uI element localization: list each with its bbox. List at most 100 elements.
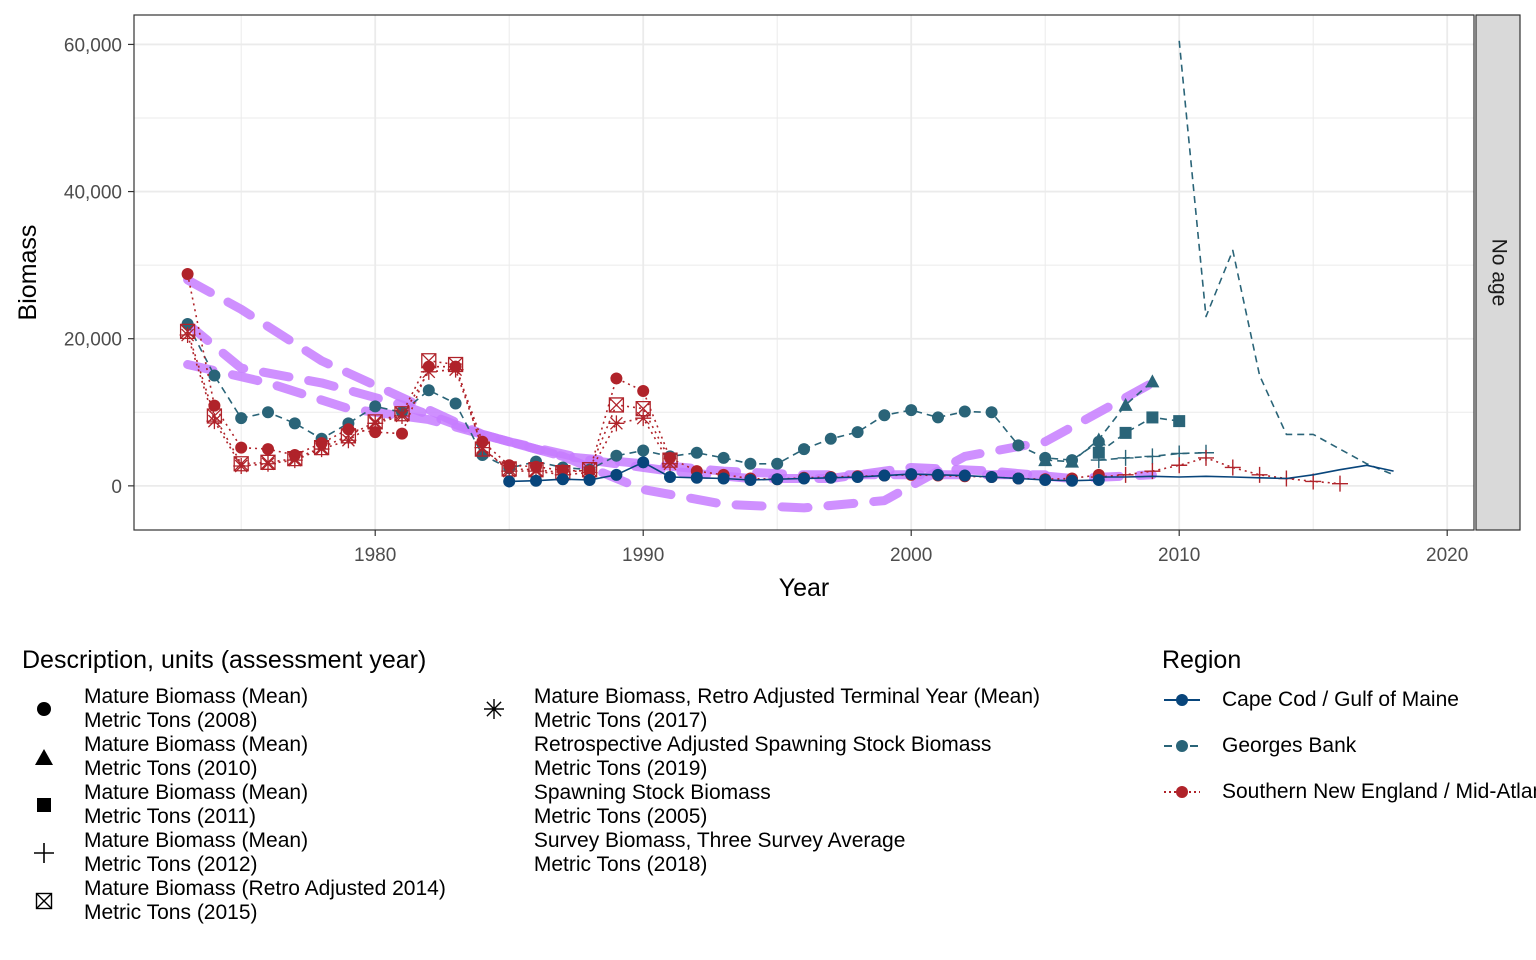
data-point [610,449,623,462]
x-tick-label: 2020 [1426,545,1468,566]
region-legend-title: Region [1162,646,1242,674]
data-point [1119,426,1132,439]
data-point [530,474,542,487]
data-point [1305,473,1322,490]
data-point [610,468,623,481]
data-point [422,384,435,397]
data-point [262,406,274,419]
data-point [1091,432,1106,446]
data-point [179,327,196,344]
data-point [610,372,623,385]
data-point [396,427,408,440]
legend-label: Southern New England / Mid-Atlantic [1222,780,1536,803]
data-point [932,468,944,481]
legend-label-line: Metric Tons (2018) [533,853,708,876]
legend-label: Georges Bank [1222,734,1357,757]
x-tick-label: 2010 [1158,545,1200,566]
data-point [1118,397,1133,411]
data-point [340,432,357,449]
data-point [208,369,221,382]
data-point [1144,448,1161,465]
boxcross-icon [22,886,66,916]
data-point [662,455,678,472]
data-point [1145,374,1160,388]
legend-item: Mature Biomass (Mean) Metric Tons (2011) [22,781,446,829]
data-point [1198,449,1214,466]
data-point [608,415,625,432]
data-point [1117,466,1134,483]
data-point [744,457,757,470]
legend-label-line: Metric Tons (2017) [533,709,708,732]
data-point [690,446,703,459]
x-tick-label: 2000 [890,545,932,566]
biomass-chart: No age 1980 1990 2000 2010 2020 0 20,000 40,000 6… [14,14,1521,602]
data-point [1332,475,1348,492]
data-point [1065,454,1079,468]
legend-label-line: Retrospective Adjusted Spawning Stock Bi… [533,732,992,756]
dashed-line-icon [1164,740,1200,752]
data-point [771,457,784,470]
y-tick-label: 60,000 [64,35,122,56]
legend-label-line: Metric Tons (2019) [533,757,708,780]
description-legend-column-2: Mature Biomass, Retro Adjusted Terminal … [472,685,1040,925]
data-point [664,471,676,484]
series-line [183,275,1157,513]
y-tick-label: 40,000 [64,183,122,204]
data-point [420,363,437,380]
y-tick-label: 0 [111,477,122,498]
data-point [235,412,248,425]
data-point [905,468,918,481]
description-legend-title: Description, units (assessment year) [22,646,427,674]
data-point [233,457,250,474]
legend-label-line: Mature Biomass (Mean) [84,732,309,756]
legend-label-line: Mature Biomass, Retro Adjusted Terminal … [533,684,1041,708]
x-tick-label: 1980 [354,545,396,566]
legend-item-georges-bank: Georges Bank [1162,723,1536,769]
data-point [181,267,194,280]
facet-strip-label: No age [1487,239,1510,307]
data-point [717,472,730,485]
legend-label-line: Mature Biomass (Mean) [84,780,309,804]
facet-strip [1475,14,1521,531]
data-point [1173,415,1186,428]
data-point [958,469,971,482]
data-point [1038,453,1053,467]
data-point [851,471,864,484]
data-point [206,413,223,430]
data-point [501,463,518,480]
square-icon [22,790,66,820]
legend-item: Survey Biomass, Three Survey Average Metr… [472,829,1040,877]
legend-label-line: Mature Biomass (Mean) [84,828,309,852]
data-point [637,384,650,397]
series-line [1098,416,1180,454]
legend-label: Cape Cod / Gulf of Maine [1222,688,1459,711]
data-point [637,456,650,469]
legend-label-line: Survey Biomass, Three Survey Average [533,828,906,852]
data-point [635,410,652,427]
data-point [235,441,248,454]
data-point [474,439,491,456]
data-point [690,471,703,484]
legend-label-line: Metric Tons (2012) [84,853,258,876]
circle-icon [22,694,66,724]
data-point [637,444,650,457]
data-point [878,409,891,422]
data-point [985,471,998,484]
data-point [1251,466,1268,483]
data-point [958,405,971,418]
legend-label-line: Spawning Stock Biomass [533,780,771,804]
data-point [717,451,730,464]
panel-border [133,14,1475,531]
data-point [449,397,462,410]
series-group [179,40,1394,513]
series-line [1098,464,1394,480]
legend-item: Mature Biomass (Mean) Metric Tons (2008) [22,685,446,733]
y-tick-label: 20,000 [64,330,122,351]
data-point [369,400,382,413]
legend-item: Spawning Stock Biomass Metric Tons (2005) [472,781,1040,829]
y-axis-title: Biomass [14,225,42,321]
data-point [1012,439,1025,452]
data-point [581,464,598,481]
legend-label-line: Metric Tons (2011) [84,805,256,828]
asterisk-icon [472,694,516,724]
